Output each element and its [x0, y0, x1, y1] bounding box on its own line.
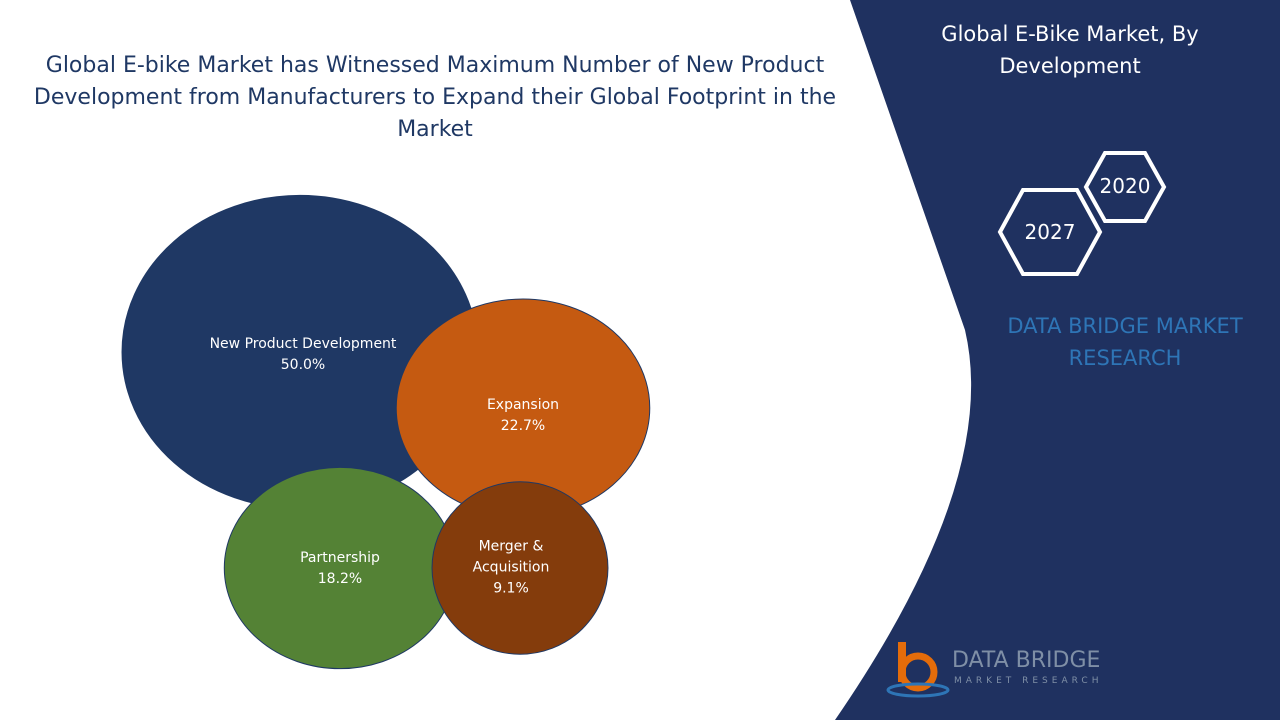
logo-icon [886, 642, 950, 698]
bubble-label: Expansion 22.7% [463, 395, 583, 437]
hexagon [997, 188, 1103, 276]
value-label: 9.1% [493, 580, 529, 597]
hexagon [1083, 151, 1167, 223]
value-label: 50.0% [280, 357, 326, 373]
side-panel [835, 0, 1280, 720]
category-label: Partnership [300, 550, 380, 566]
category-label: New Product Development [209, 336, 397, 352]
bubble-label: Merger & Acquisition 9.1% [461, 537, 561, 600]
brand: DATA BRIDGE MARKET RESEARCH [1007, 314, 1243, 370]
bubble-label: Partnership 18.2% [280, 548, 400, 590]
category-label: Expansion [486, 397, 560, 413]
bubbles [121, 194, 651, 670]
category-label: Merger & Acquisition [472, 538, 550, 576]
bubble-label: New Product Development 50.0% [203, 334, 403, 376]
value-label: 22.7% [500, 418, 546, 434]
logo-name: DATA BRIDGE [952, 648, 1101, 673]
panel-title: Global E-Bike Market, By Development [941, 22, 1199, 78]
logo-tagline: MARKET RESEARCH [954, 676, 1103, 686]
year-label: 2020 [1099, 174, 1151, 198]
year-label: 2027 [1024, 220, 1076, 244]
bubble [431, 481, 609, 655]
value-label: 18.2% [317, 571, 363, 587]
chart-title: Global E-bike Market has Witnessed Maxim… [33, 53, 837, 142]
